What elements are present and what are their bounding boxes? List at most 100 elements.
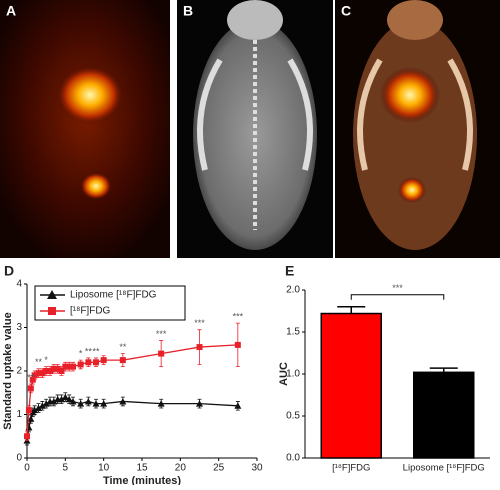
marker: [50, 397, 58, 405]
marker: [93, 359, 99, 366]
marker: [39, 370, 46, 377]
marker: [58, 395, 65, 403]
marker: [31, 372, 38, 379]
significance-label: **: [35, 357, 43, 367]
marker: [66, 363, 73, 370]
marker: [196, 400, 203, 407]
pet-hotspot: [56, 65, 124, 125]
marker: [35, 404, 42, 411]
marker: [65, 395, 73, 403]
x-tick-label: [¹⁸F]FDG: [332, 463, 370, 474]
x-tick-label: 10: [98, 463, 110, 474]
panel-label: E: [285, 263, 294, 279]
y-axis-label: AUC: [278, 362, 290, 386]
x-tick-label: Liposome [¹⁸F]FDG: [403, 463, 485, 474]
marker: [25, 424, 33, 431]
significance-label: ***: [156, 329, 167, 339]
marker: [43, 368, 50, 374]
marker: [50, 365, 57, 372]
marker: [77, 400, 85, 407]
significance-bracket: [350, 294, 445, 300]
marker: [58, 368, 65, 374]
marker: [234, 341, 241, 348]
marker: [24, 433, 30, 440]
y-tick-label: 1: [16, 409, 22, 420]
marker: [234, 402, 242, 409]
marker: [27, 385, 34, 392]
marker: [119, 357, 126, 364]
x-tick-label: 0: [24, 463, 30, 474]
marker: [70, 363, 76, 370]
marker: [42, 400, 50, 407]
marker: [47, 368, 53, 374]
y-tick-label: 0.5: [286, 411, 300, 422]
y-axis-label: Standard uptake value: [2, 312, 14, 429]
y-tick-label: 0.0: [286, 453, 300, 464]
legend-marker: [48, 307, 56, 315]
significance-label: **: [119, 342, 127, 352]
marker: [69, 397, 77, 405]
marker: [158, 350, 165, 357]
panel-label: B: [183, 3, 193, 19]
x-tick-label: 25: [213, 463, 225, 474]
panel-label: A: [6, 3, 16, 19]
marker: [62, 363, 69, 370]
marker: [100, 357, 107, 364]
ct-head: [227, 0, 283, 40]
significance-label: ***: [392, 283, 403, 293]
marker: [85, 359, 92, 366]
pet-hotspot: [80, 172, 112, 200]
marker: [84, 397, 92, 405]
marker: [100, 400, 108, 407]
significance-label: **: [92, 346, 100, 356]
ct-bone: [197, 58, 313, 171]
legend-label: [¹⁸F]FDG: [70, 306, 111, 317]
marker: [77, 361, 84, 368]
y-tick-label: 2: [16, 366, 22, 377]
panel-label: D: [4, 263, 14, 279]
significance-label: ***: [233, 312, 244, 322]
marker: [92, 400, 100, 407]
legend-label: Liposome [¹⁸F]FDG: [70, 290, 157, 301]
fusion-body: [353, 20, 477, 250]
series-line: [26, 344, 238, 437]
significance-label: **: [27, 372, 35, 382]
significance-label: ***: [194, 318, 205, 328]
significance-label: *: [79, 349, 83, 359]
marker: [54, 365, 61, 372]
marker: [38, 402, 46, 409]
legend-marker: [47, 290, 57, 299]
marker: [35, 370, 42, 377]
y-tick-label: 0: [16, 453, 22, 464]
x-axis-label: Time (minutes): [103, 475, 181, 485]
marker: [196, 344, 203, 351]
x-tick-label: 15: [136, 463, 148, 474]
marker: [27, 415, 35, 422]
significance-label: **: [85, 346, 93, 356]
bar: [413, 371, 475, 459]
x-tick-label: 20: [175, 463, 187, 474]
y-tick-label: 2.0: [286, 285, 300, 296]
y-tick-label: 1.5: [286, 327, 300, 338]
x-tick-label: 30: [251, 463, 263, 474]
fusion-hotspot: [380, 67, 440, 123]
marker: [25, 407, 32, 414]
fusion-head: [387, 0, 443, 40]
significance-label: *: [44, 355, 48, 365]
fusion-hotspot: [398, 177, 426, 203]
marker: [31, 406, 39, 414]
marker: [157, 400, 165, 407]
marker: [119, 397, 127, 405]
marker: [61, 393, 69, 401]
y-tick-label: 3: [16, 322, 22, 333]
error-bar: [337, 306, 366, 314]
panel-label: C: [341, 3, 351, 19]
bar: [320, 312, 382, 459]
x-tick-label: 5: [63, 463, 69, 474]
pet-image: [0, 0, 170, 258]
y-tick-label: 4: [16, 279, 22, 290]
y-tick-label: 1.0: [286, 369, 300, 380]
legend-box: [34, 285, 186, 321]
fusion-bone: [357, 58, 473, 171]
